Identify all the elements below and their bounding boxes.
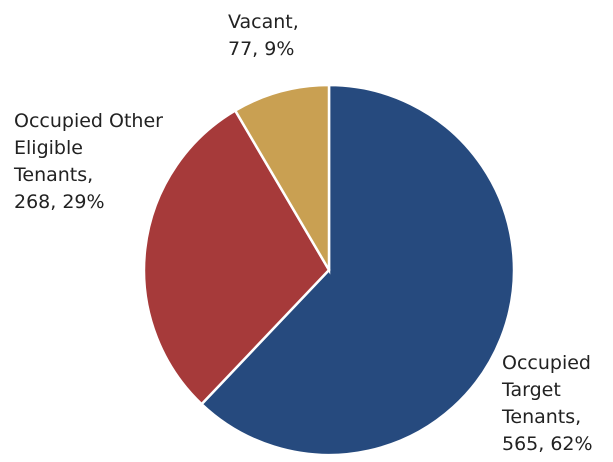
pie-slice [199,83,516,457]
slice-label: Vacant, 77, 9% [228,9,318,63]
pie-slice [233,83,331,275]
value-label: 268, 29% [14,191,105,213]
category-label: Occupied Target Tenants, [502,352,591,428]
slice-label: Occupied Other Eligible Tenants, 268, 29… [14,108,164,216]
value-label: 77, 9% [228,38,295,60]
pie-slice [142,108,331,406]
category-label: Vacant, [228,11,299,33]
slice-label: Occupied Target Tenants, 565, 62% [502,350,612,458]
category-label: Occupied Other Eligible Tenants, [14,110,163,186]
value-label: 565, 62% [502,433,593,455]
